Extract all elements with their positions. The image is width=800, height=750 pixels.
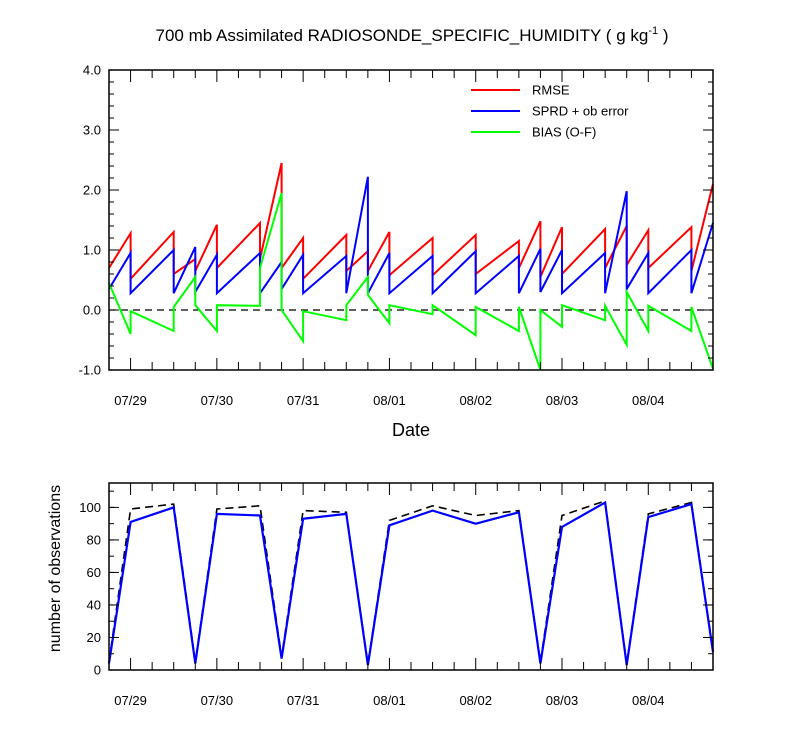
x-tick-label: 08/02: [459, 693, 492, 708]
bottom-chart: 0 20 40 60 80 100 07/29 07/30 07/31 08/01 08/02 08/…: [47, 482, 715, 708]
bottom-y-axis-label: number of observations: [47, 485, 64, 652]
y-tick-label: -1.0: [79, 363, 101, 378]
bottom-series-lines: [107, 499, 715, 666]
bottom-plot-frame: [108, 482, 714, 671]
series-line-bias-o-f: [108, 192, 714, 371]
chart-title-end: ): [658, 26, 668, 45]
x-tick-label: 08/03: [546, 693, 579, 708]
legend-label-sprd-ob-error: SPRD + ob error: [532, 104, 629, 119]
top-series-lines: [108, 162, 714, 371]
y-tick-label: 100: [79, 500, 101, 515]
chart-title-main: 700 mb Assimilated RADIOSONDE_SPECIFIC_H…: [156, 26, 649, 45]
top-x-axis-label: Date: [392, 420, 430, 440]
y-tick-label: 20: [87, 630, 101, 645]
top-axis-ticks: -1.0 0.0 1.0 2.0 3.0 4.0 07/29 07/30 07/31 08/01 0…: [79, 63, 714, 408]
x-tick-label: 08/04: [632, 393, 665, 408]
y-tick-label: 3.0: [83, 123, 101, 138]
chart-title: 700 mb Assimilated RADIOSONDE_SPECIFIC_H…: [156, 25, 669, 45]
y-tick-label: 4.0: [83, 63, 101, 78]
x-tick-label: 07/30: [201, 393, 234, 408]
y-tick-label: 60: [87, 565, 101, 580]
top-chart: -1.0 0.0 1.0 2.0 3.0 4.0 07/29 07/30 07/31 08/01 0…: [79, 63, 714, 440]
top-legend: RMSE SPRD + ob error BIAS (O-F): [471, 83, 629, 140]
bottom-axis-ticks: 0 20 40 60 80 100 07/29 07/30 07/31 08/01 08/02 08/…: [79, 483, 714, 708]
y-tick-label: 80: [87, 532, 101, 547]
x-tick-label: 08/01: [373, 693, 406, 708]
x-tick-label: 07/31: [287, 693, 320, 708]
x-tick-label: 07/29: [114, 693, 147, 708]
x-tick-label: 07/29: [114, 393, 147, 408]
series-line-rmse: [108, 162, 714, 282]
x-tick-label: 08/04: [632, 693, 665, 708]
y-tick-label: 0.0: [83, 303, 101, 318]
series-line-sprd-ob-error: [108, 176, 714, 297]
y-tick-label: 2.0: [83, 183, 101, 198]
y-tick-label: 40: [87, 597, 101, 612]
y-tick-label: 0: [94, 663, 101, 678]
chart-title-superscript: -1: [648, 25, 658, 37]
x-tick-label: 08/03: [546, 393, 579, 408]
legend-label-rmse: RMSE: [532, 83, 570, 98]
legend-label-bias-o-f: BIAS (O-F): [532, 125, 596, 140]
x-tick-label: 08/02: [459, 393, 492, 408]
x-tick-label: 08/01: [373, 393, 406, 408]
x-tick-label: 07/30: [201, 693, 234, 708]
x-tick-label: 07/31: [287, 393, 320, 408]
y-tick-label: 1.0: [83, 243, 101, 258]
series-line-observations-assimilated: [107, 500, 715, 666]
